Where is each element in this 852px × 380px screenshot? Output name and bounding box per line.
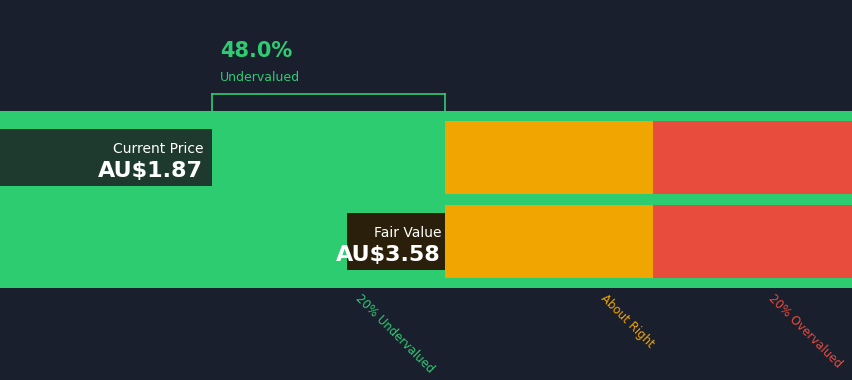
Text: AU$3.58: AU$3.58 xyxy=(336,244,440,264)
Bar xyxy=(652,205,852,278)
Bar xyxy=(0,205,445,278)
Text: 20% Undervalued: 20% Undervalued xyxy=(353,291,436,375)
Text: About Right: About Right xyxy=(597,291,656,350)
Bar xyxy=(347,213,445,270)
Bar xyxy=(0,129,211,186)
Text: 48.0%: 48.0% xyxy=(220,41,292,61)
Bar xyxy=(652,121,852,194)
Bar xyxy=(445,121,652,194)
Bar xyxy=(0,194,852,205)
Bar xyxy=(0,278,852,288)
Text: Fair Value: Fair Value xyxy=(373,226,440,240)
Bar xyxy=(0,111,852,121)
Bar xyxy=(0,121,445,194)
Text: AU$1.87: AU$1.87 xyxy=(98,161,203,181)
Text: 20% Overvalued: 20% Overvalued xyxy=(765,291,843,370)
Text: Current Price: Current Price xyxy=(112,142,203,157)
Text: Undervalued: Undervalued xyxy=(220,71,300,84)
Bar xyxy=(445,205,652,278)
